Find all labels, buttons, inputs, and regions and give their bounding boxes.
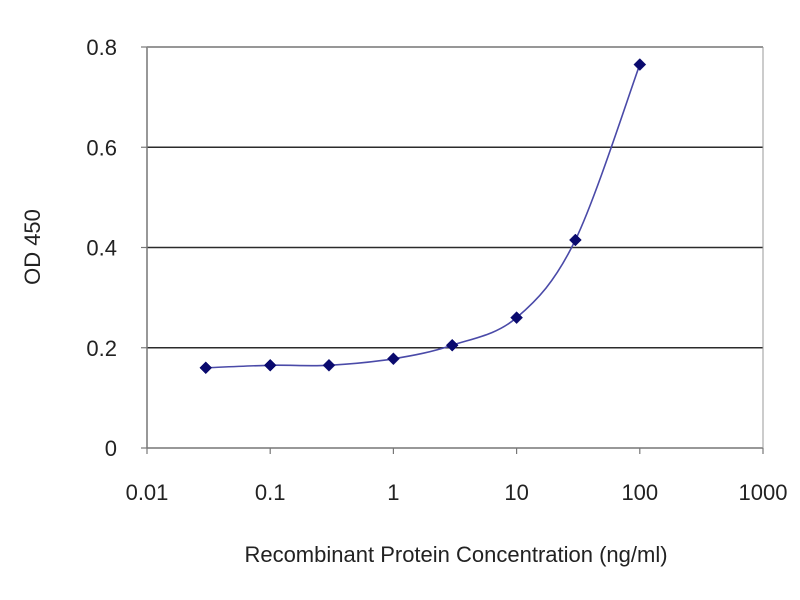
- x-axis-label: Recombinant Protein Concentration (ng/ml…: [244, 542, 667, 567]
- grid-lines: [147, 46, 763, 349]
- y-tick-label: 0.6: [86, 135, 117, 160]
- data-point-marker: [510, 311, 523, 325]
- data-point-marker: [445, 338, 459, 352]
- data-point-marker: [569, 233, 582, 247]
- data-point-marker: [199, 361, 213, 375]
- x-tick-label: 1: [387, 480, 399, 505]
- data-points: [199, 58, 647, 375]
- x-tick-label: 100: [621, 480, 658, 505]
- x-tick-label: 10: [504, 480, 528, 505]
- y-axis-label: OD 450: [20, 209, 45, 285]
- axes: [141, 46, 764, 454]
- data-point-marker: [633, 58, 647, 71]
- y-tick-label: 0: [105, 436, 117, 461]
- x-tick-label: 0.01: [126, 480, 169, 505]
- y-tick-label: 0.4: [86, 236, 117, 261]
- x-tick-label: 0.1: [255, 480, 286, 505]
- data-point-marker: [322, 358, 336, 372]
- fit-curve: [205, 64, 641, 369]
- tick-labels: 0.01 0.1 1 10 100 1000 0 0.2 0.4 0.6 0.8: [86, 35, 787, 505]
- x-tick-label: 1000: [739, 480, 788, 505]
- data-point-marker: [263, 358, 277, 372]
- fit-curve-line: [205, 64, 641, 369]
- y-tick-label: 0.8: [86, 35, 117, 60]
- y-tick-label: 0.2: [86, 336, 117, 361]
- data-point-marker: [387, 352, 400, 366]
